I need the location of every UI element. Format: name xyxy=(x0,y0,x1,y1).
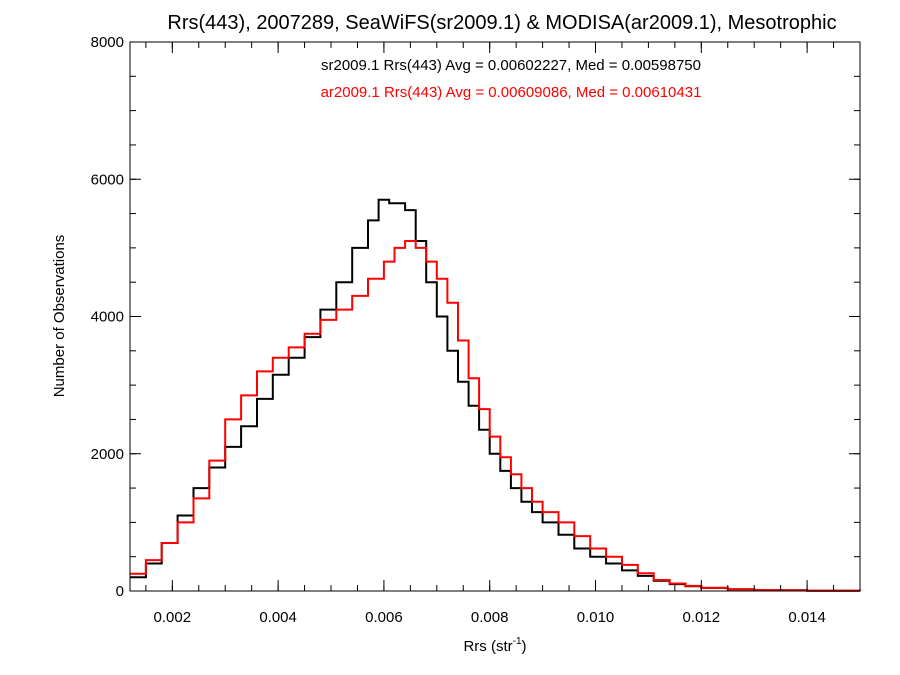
x-tick-label: 0.002 xyxy=(154,609,192,626)
axis-ticks: 0.002 0.004 0.006 0.008 0.010 0.012 0.014 0 2000… xyxy=(91,34,861,626)
x-tick-label: 0.010 xyxy=(577,609,615,626)
y-tick-label: 2000 xyxy=(91,446,124,463)
y-axis-label: Number of Observations xyxy=(51,235,68,398)
series-line-sr2009.1 xyxy=(130,198,861,592)
chart-title: Rrs(443), 2007289, SeaWiFS(sr2009.1) & M… xyxy=(167,12,836,34)
x-tick-label: 0.006 xyxy=(365,609,403,626)
y-tick-label: 8000 xyxy=(91,34,124,51)
x-axis-label-superscript: -1 xyxy=(513,636,522,647)
x-axis-label: Rrs (str-1) xyxy=(463,636,526,655)
x-tick-label: 0.008 xyxy=(471,609,509,626)
x-tick-label: 0.014 xyxy=(788,609,826,626)
stats-annotation-ar2009: ar2009.1 Rrs(443) Avg = 0.00609086, Med … xyxy=(321,84,702,101)
x-tick-label: 0.012 xyxy=(683,609,721,626)
plot-frame xyxy=(129,41,861,592)
y-tick-label: 6000 xyxy=(91,171,124,188)
x-tick-label: 0.004 xyxy=(259,609,297,626)
series-line-ar2009.1 xyxy=(130,240,861,592)
stats-annotation-sr2009: sr2009.1 Rrs(443) Avg = 0.00602227, Med … xyxy=(321,57,701,74)
y-tick-label: 0 xyxy=(116,583,124,600)
y-tick-label: 4000 xyxy=(91,309,124,326)
x-axis-label-suffix: ) xyxy=(522,638,527,655)
series-layer xyxy=(130,198,861,592)
x-axis-label-text: Rrs (str xyxy=(463,638,512,655)
